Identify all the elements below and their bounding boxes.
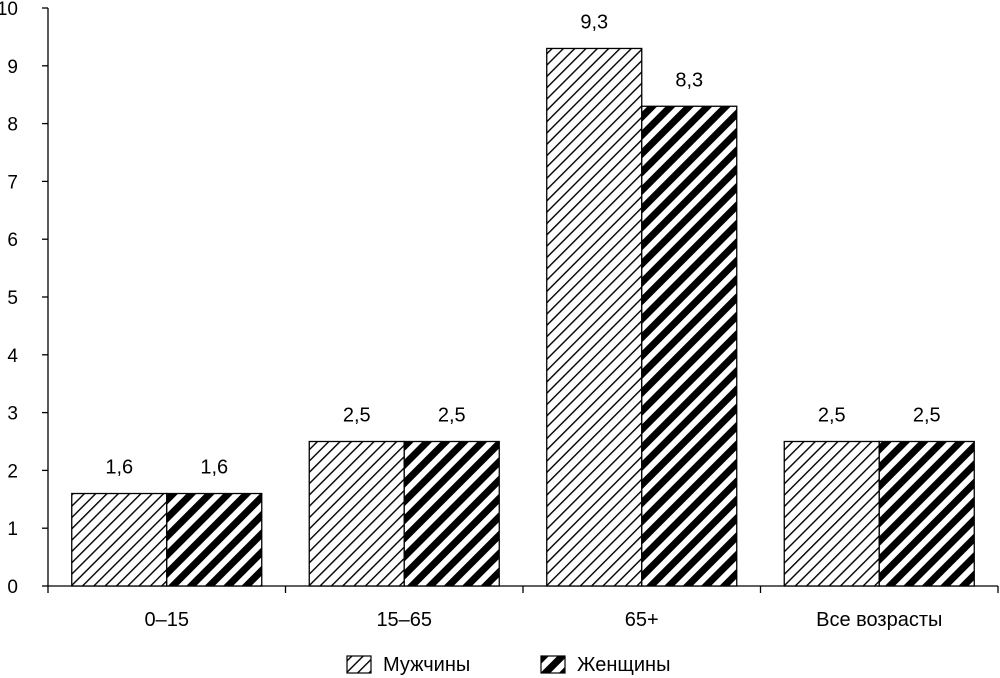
x-ticks: [47, 586, 999, 593]
x-category-label: Все возрасты: [816, 609, 942, 631]
y-tick-label: 3: [7, 404, 18, 425]
data-label: 8,3: [675, 69, 703, 91]
y-tick-label: 10: [0, 0, 18, 20]
bar-women: [878, 440, 975, 587]
y-tick-label: 6: [7, 230, 18, 251]
bar-men: [308, 440, 405, 587]
data-label: 2,5: [438, 405, 466, 427]
bar-women: [166, 492, 263, 587]
bars: [71, 47, 975, 587]
y-ticks: 0 1 2 3 4 5 6 7 8 9 10: [0, 0, 48, 598]
bar-women: [403, 440, 500, 587]
data-label: 2,5: [343, 405, 371, 427]
y-tick-label: 5: [7, 288, 18, 309]
y-tick-label: 4: [7, 346, 18, 367]
data-label: 9,3: [580, 11, 608, 33]
bar-men: [71, 492, 168, 587]
y-tick-label: 1: [7, 519, 18, 540]
x-category-label: 15–65: [376, 609, 432, 631]
data-label: 2,5: [913, 405, 941, 427]
x-category-label: 0–15: [145, 609, 190, 631]
y-tick-label: 0: [7, 577, 18, 598]
data-label: 2,5: [818, 405, 846, 427]
category-labels: 0–15 15–65 65+ Все возрасты: [145, 609, 943, 631]
y-tick-label: 9: [7, 57, 18, 78]
legend-item-women: Женщины: [540, 654, 670, 676]
legend-label-men: Мужчины: [383, 654, 470, 676]
data-labels: 1,6 1,6 2,5 2,5 9,3 8,3 2,5 2,5: [105, 11, 940, 478]
bar-men: [546, 47, 643, 587]
legend: Мужчины Женщины: [346, 654, 670, 676]
y-tick-label: 7: [7, 172, 18, 193]
legend-swatch-men: [346, 655, 372, 674]
legend-item-men: Мужчины: [346, 654, 470, 676]
legend-label-women: Женщины: [577, 654, 670, 676]
data-label: 1,6: [105, 457, 133, 479]
y-tick-label: 2: [7, 461, 18, 482]
bar-men: [783, 440, 880, 587]
data-label: 1,6: [200, 457, 228, 479]
x-category-label: 65+: [625, 609, 659, 631]
y-tick-label: 8: [7, 115, 18, 136]
legend-swatch-women: [540, 655, 566, 674]
bar-women: [641, 105, 738, 587]
